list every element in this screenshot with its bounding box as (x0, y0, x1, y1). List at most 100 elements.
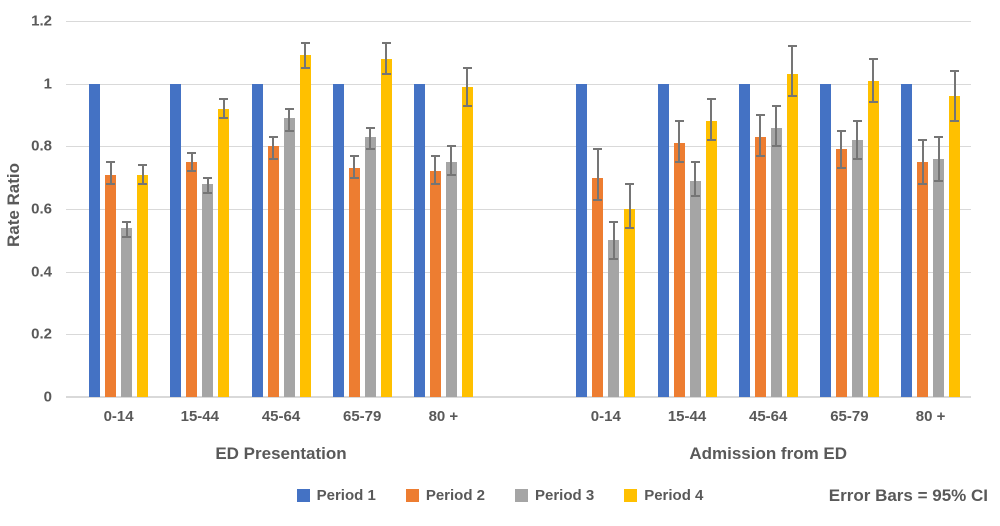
error-bar-stem (222, 99, 225, 119)
error-bar-cap-bottom (690, 195, 700, 198)
bar-period-4 (949, 96, 961, 397)
gridline (66, 83, 971, 85)
error-bar-cap-top (706, 98, 716, 101)
y-tick-label: 1.2 (31, 12, 52, 30)
bar-period-3 (283, 118, 295, 397)
bar-period-4 (380, 58, 392, 397)
error-bar-cap-bottom (706, 139, 716, 142)
bar-period-4 (867, 80, 879, 397)
error-bar-stem (759, 115, 762, 156)
bar-period-1 (332, 83, 344, 397)
y-tick-label: 0 (43, 388, 52, 406)
error-bar-cap-bottom (836, 167, 846, 170)
error-bar-cap-top (106, 161, 116, 163)
error-bar-stem (872, 58, 875, 103)
error-bar-stem (369, 127, 372, 150)
legend-swatch-icon (515, 489, 528, 502)
bar-period-1 (901, 83, 913, 397)
bar-period-2 (917, 162, 929, 397)
error-bar-stem (304, 42, 306, 68)
error-bar-cap-top (284, 107, 294, 110)
error-bar-cap-bottom (950, 120, 960, 123)
x-category-label: 65-79 (830, 408, 869, 425)
error-bar-stem (385, 42, 388, 75)
error-bar-cap-bottom (138, 182, 148, 185)
bar-period-3 (933, 158, 945, 397)
error-bar-cap-top (609, 220, 619, 223)
x-category-label: 15-44 (180, 408, 219, 425)
error-bar-cap-top (674, 120, 684, 123)
bar-period-4 (786, 74, 798, 397)
gridline (66, 146, 971, 148)
bar-period-4 (461, 86, 473, 397)
bar-period-3 (364, 136, 376, 397)
bar-period-1 (251, 83, 263, 397)
error-bar-stem (694, 162, 696, 197)
bar-period-1 (576, 83, 588, 397)
bar-period-1 (170, 83, 182, 397)
error-bar-cap-bottom (593, 198, 603, 201)
bar-period-1 (657, 83, 669, 397)
error-bar-cap-bottom (430, 182, 440, 185)
legend-item: Period 3 (515, 487, 594, 504)
x-category-label: 15-44 (667, 408, 707, 425)
error-bar-stem (190, 152, 193, 172)
error-bar-cap-bottom (300, 67, 310, 69)
error-bar-stem (206, 177, 209, 194)
error-bar-stem (710, 99, 712, 141)
error-bar-stem (434, 155, 437, 184)
bar-period-4 (624, 209, 636, 397)
legend-item: Period 1 (296, 487, 376, 504)
error-bar-cap-top (300, 41, 310, 44)
error-bar-stem (678, 121, 680, 162)
bar-period-1 (738, 83, 750, 397)
error-bar-cap-bottom (609, 258, 619, 261)
x-category-label: 80 + (428, 408, 459, 425)
x-category-label: 65-79 (343, 408, 382, 425)
error-bar-cap-bottom (122, 236, 132, 239)
y-tick-label: 0.2 (31, 325, 52, 343)
error-bar-cap-top (836, 129, 846, 132)
error-bar-stem (353, 155, 356, 178)
error-bar-stem (466, 68, 469, 106)
error-bar-cap-top (593, 148, 603, 151)
error-bar-cap-top (203, 176, 213, 179)
error-bar-cap-top (934, 135, 944, 138)
error-bar-cap-bottom (771, 145, 781, 148)
legend-swatch-icon (624, 489, 638, 502)
x-category-label: 0-14 (590, 408, 621, 425)
legend-label: Period 4 (644, 487, 704, 504)
x-category-label: 45-64 (749, 408, 788, 425)
error-bar-cap-top (349, 154, 359, 157)
x-category-label: 45-64 (261, 408, 301, 425)
error-bar-cap-top (122, 220, 132, 223)
bar-period-3 (689, 180, 701, 397)
legend-label: Period 2 (425, 487, 485, 504)
plot-area: 0 0.2 0.4 0.6 0.8 1 1.2 0-14 15-44 45-64 65-79 80 +… (31, 12, 971, 463)
bar-period-3 (608, 240, 620, 397)
error-bar-stem (109, 162, 112, 184)
legend-swatch-icon (296, 489, 310, 502)
x-category-label: 0-14 (103, 408, 134, 425)
error-bar-cap-top (381, 41, 391, 44)
bar-period-4 (218, 108, 230, 397)
error-bar-cap-top (446, 145, 456, 148)
error-bar-cap-top (219, 98, 229, 101)
error-bar-cap-bottom (381, 73, 391, 76)
bar-period-2 (186, 162, 198, 397)
error-bar-cap-top (430, 154, 440, 157)
error-bar-cap-bottom (106, 182, 116, 185)
bar-period-2 (835, 149, 847, 397)
group-label: ED Presentation (215, 444, 347, 463)
bar-period-1 (89, 83, 101, 397)
error-bar-cap-bottom (625, 226, 635, 229)
error-bar-cap-top (690, 161, 700, 163)
bar-period-4 (137, 174, 149, 397)
bar-period-2 (673, 143, 685, 397)
bar-period-1 (819, 83, 831, 397)
y-tick-label: 0.6 (31, 200, 52, 218)
error-bar-cap-bottom (203, 192, 213, 195)
bar-period-2 (429, 171, 441, 397)
error-bar-stem (141, 165, 144, 184)
